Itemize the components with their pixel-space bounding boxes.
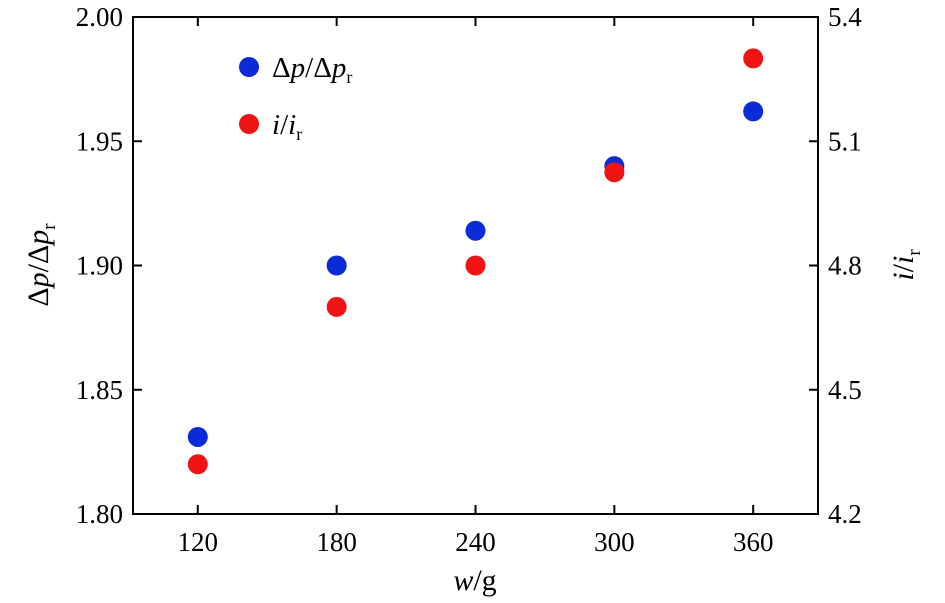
x-axis-label: w/g [453,564,496,597]
x-tick-label: 180 [316,527,357,557]
legend-label-delta-p: Δp/Δpr [272,52,352,87]
legend: Δp/Δpr i/ir [239,52,352,144]
right-y-axis: 4.2 4.5 4.8 5.1 5.4 [809,2,862,529]
point-delta-p-120 [187,426,208,447]
point-delta-p-360 [743,101,764,122]
legend-marker-i [239,114,259,134]
point-delta-p-180 [326,255,347,276]
right-y-tick-label: 4.5 [828,375,862,405]
x-tick-label: 120 [178,527,219,557]
left-y-axis-label: Δp/Δpr [22,223,60,307]
left-y-tick-label: 1.80 [76,499,123,529]
right-y-axis-label: i/ir [887,249,925,281]
point-delta-p-240 [465,220,486,241]
x-tick-label: 360 [733,527,774,557]
data-points [187,48,764,475]
left-y-axis: 1.80 1.85 1.90 1.95 2.00 [76,2,142,529]
point-i-120 [187,454,208,475]
point-i-180 [326,296,347,317]
left-y-tick-label: 2.00 [76,2,123,32]
right-y-tick-label: 5.4 [828,2,862,32]
x-tick-label: 300 [594,527,635,557]
right-y-tick-label: 5.1 [828,126,862,156]
left-y-tick-label: 1.90 [76,251,123,281]
left-y-tick-label: 1.95 [76,126,123,156]
left-y-tick-label: 1.85 [76,375,123,405]
x-axis: 120 180 240 300 360 [178,17,774,557]
legend-marker-delta-p [239,57,259,77]
legend-label-i: i/ir [272,109,302,144]
point-i-300 [604,162,625,183]
right-y-tick-label: 4.8 [828,251,862,281]
point-i-360 [743,48,764,69]
right-y-tick-label: 4.2 [828,499,862,529]
point-i-240 [465,255,486,276]
x-tick-label: 240 [455,527,496,557]
